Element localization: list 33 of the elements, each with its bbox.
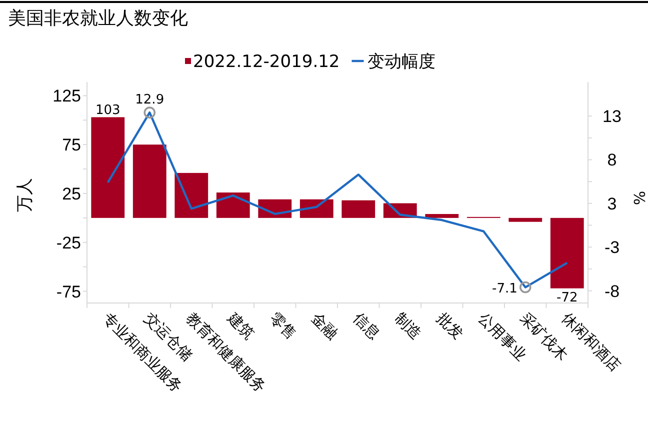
y2-tick-label: -8 xyxy=(604,282,620,301)
chart-title: 美国非农就业人数变化 xyxy=(8,8,188,29)
bar xyxy=(425,214,459,218)
x-tick-label: 零售 xyxy=(266,309,300,344)
bar xyxy=(216,192,250,218)
y-tick-label: -25 xyxy=(56,233,81,252)
x-tick-label: 信息 xyxy=(350,309,384,344)
data-label: 103 xyxy=(95,103,120,118)
y-axis-title: 万人 xyxy=(15,178,35,212)
bar xyxy=(91,117,125,218)
y2-axis-title: % xyxy=(630,190,648,206)
y2-tick-label: 8 xyxy=(607,150,617,170)
y-tick-label: 75 xyxy=(62,136,81,155)
y2-tick-label: 13 xyxy=(602,107,622,126)
data-label: 12.9 xyxy=(135,92,164,108)
bar xyxy=(342,200,376,218)
y-tick-label: 25 xyxy=(62,184,81,204)
x-tick-label: 批发 xyxy=(433,309,467,344)
y2-tick-label: 3 xyxy=(607,194,617,214)
legend-label: 2022.12-2019.12 xyxy=(193,52,340,72)
bar xyxy=(508,218,542,222)
bar xyxy=(174,172,208,218)
y-tick-label: -75 xyxy=(56,282,81,302)
bar xyxy=(550,218,584,288)
legend-label: 变动幅度 xyxy=(368,52,436,72)
x-tick-label: 建筑 xyxy=(224,308,258,344)
x-tick-label: 金融 xyxy=(308,309,342,344)
data-label: -72 xyxy=(556,290,578,306)
data-label: -7.1 xyxy=(492,281,518,296)
bar xyxy=(132,144,166,218)
x-tick-label: 制造 xyxy=(391,309,426,344)
y-tick-label: 125 xyxy=(52,86,81,106)
y2-tick-label: -3 xyxy=(604,238,620,258)
